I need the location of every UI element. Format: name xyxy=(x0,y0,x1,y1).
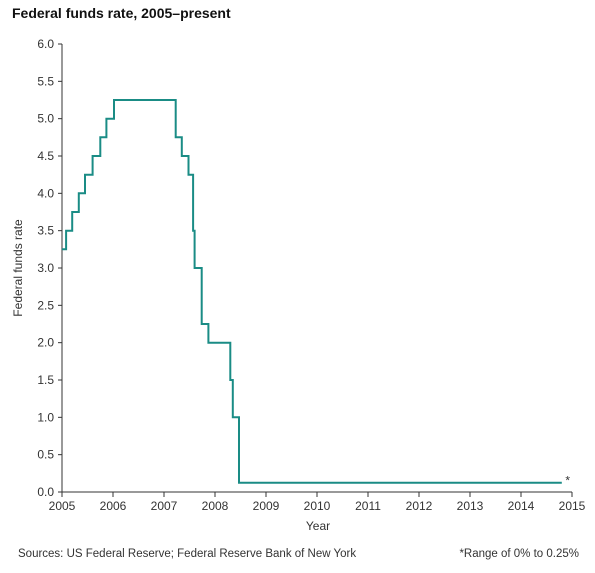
footnote: *Range of 0% to 0.25% xyxy=(459,548,579,560)
x-tick-label: 2006 xyxy=(100,499,127,513)
x-tick-label: 2010 xyxy=(304,499,331,513)
y-tick-label: 0.0 xyxy=(37,485,54,499)
y-tick-label: 0.5 xyxy=(37,448,54,462)
y-tick-label: 1.0 xyxy=(37,410,54,424)
y-tick-label: 6.0 xyxy=(37,37,54,51)
y-tick-label: 2.0 xyxy=(37,336,54,350)
y-tick-label: 5.0 xyxy=(37,112,54,126)
y-tick-label: 4.0 xyxy=(37,186,54,200)
x-axis: 2005 2006 2007 2008 2009 2010 2011 2012 2013 2014… xyxy=(49,491,586,513)
annotation-asterisk: * xyxy=(565,474,570,488)
y-tick-label: 2.5 xyxy=(37,298,54,312)
x-tick-label: 2014 xyxy=(508,499,535,513)
y-tick-label: 5.5 xyxy=(37,74,54,88)
y-tick-label: 4.5 xyxy=(37,149,54,163)
source-note: Sources: US Federal Reserve; Federal Res… xyxy=(18,548,357,560)
fed-funds-chart: 0.00.51.01.52.02.53.03.54.04.55.05.56.0 … xyxy=(11,37,586,533)
x-axis-label: Year xyxy=(306,519,330,533)
x-tick-label: 2011 xyxy=(355,499,381,513)
x-tick-label: 2008 xyxy=(202,499,229,513)
y-axis-label: Federal funds rate xyxy=(11,219,25,317)
y-tick-label: 3.0 xyxy=(37,261,54,275)
x-tick-label: 2005 xyxy=(49,499,76,513)
x-tick-label: 2013 xyxy=(457,499,484,513)
y-tick-label: 1.5 xyxy=(37,373,54,387)
y-tick-label: 3.5 xyxy=(37,224,54,238)
chart-title: Federal funds rate, 2005–present xyxy=(12,5,231,21)
series-group: * xyxy=(61,99,570,488)
x-tick-label: 2009 xyxy=(253,499,280,513)
x-tick-label: 2015 xyxy=(559,499,586,513)
x-tick-label: 2012 xyxy=(406,499,433,513)
x-tick-label: 2007 xyxy=(151,499,178,513)
y-axis: 0.0 0.5 1.0 1.5 2.0 2.5 3.0 3.5 4.0 4.5 5.0 5.5 6.0 xyxy=(37,37,63,499)
series-line xyxy=(62,99,562,484)
